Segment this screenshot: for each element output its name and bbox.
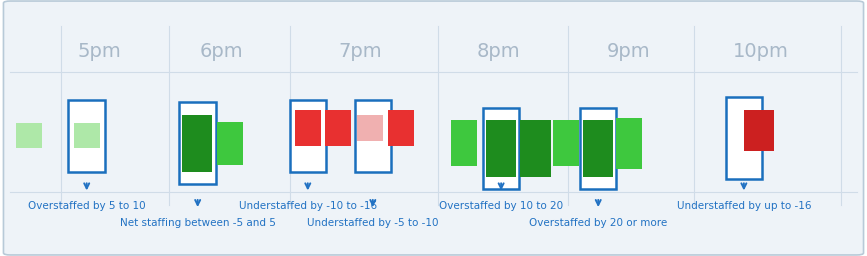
Bar	[182, 115, 212, 172]
Bar	[580, 108, 616, 189]
Text: Overstaffed by 20 or more: Overstaffed by 20 or more	[529, 218, 668, 228]
Text: Understaffed by -10 to -16: Understaffed by -10 to -16	[238, 201, 377, 211]
Text: 7pm: 7pm	[338, 42, 381, 61]
Text: 6pm: 6pm	[199, 42, 243, 61]
Bar	[483, 108, 519, 189]
Bar	[295, 110, 321, 146]
Text: 8pm: 8pm	[477, 42, 520, 61]
Bar	[616, 118, 642, 169]
Bar	[486, 120, 516, 177]
Text: Net staffing between -5 and 5: Net staffing between -5 and 5	[120, 218, 276, 228]
Text: 9pm: 9pm	[607, 42, 650, 61]
Text: Understaffed by -5 to -10: Understaffed by -5 to -10	[307, 218, 439, 228]
Bar	[553, 120, 579, 166]
Bar	[726, 97, 762, 179]
FancyBboxPatch shape	[3, 1, 864, 255]
Text: 5pm: 5pm	[78, 42, 121, 61]
Bar	[179, 102, 216, 184]
Bar	[325, 110, 351, 146]
Text: 10pm: 10pm	[733, 42, 789, 61]
Bar	[520, 120, 551, 177]
Bar	[74, 123, 100, 148]
Bar	[16, 123, 42, 148]
Bar	[451, 120, 477, 166]
Bar	[290, 100, 326, 172]
Text: Overstaffed by 5 to 10: Overstaffed by 5 to 10	[28, 201, 146, 211]
Bar	[357, 115, 383, 141]
Text: Overstaffed by 10 to 20: Overstaffed by 10 to 20	[439, 201, 564, 211]
Bar	[744, 110, 774, 151]
Bar	[388, 110, 414, 146]
Bar	[68, 100, 105, 172]
Bar	[217, 122, 243, 165]
Bar	[355, 100, 391, 172]
Bar	[583, 120, 613, 177]
Text: Understaffed by up to -16: Understaffed by up to -16	[676, 201, 812, 211]
